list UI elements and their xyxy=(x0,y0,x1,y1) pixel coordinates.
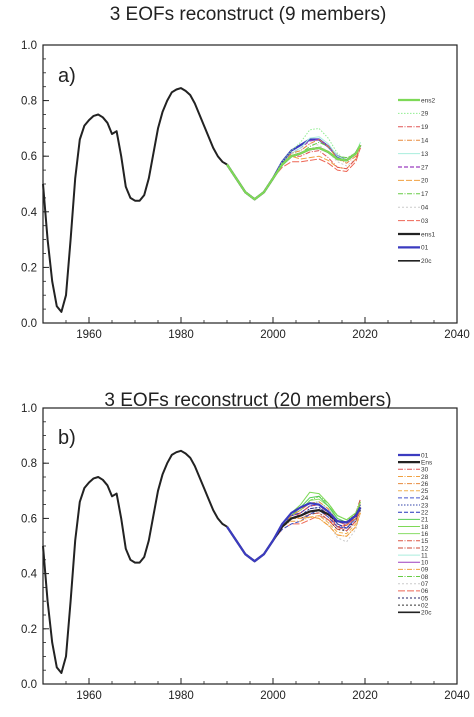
y-tick-label: 0.2 xyxy=(21,262,37,274)
x-tick-label: 2020 xyxy=(352,690,378,702)
x-axis-ticks-a: 1960 1980 2000 2020 2040 xyxy=(42,317,470,341)
legend-label-22: 22 xyxy=(421,510,429,517)
plot-frame-b xyxy=(42,407,458,685)
legend-label-ens2: ens2 xyxy=(421,97,435,104)
legend-label-01: 01 xyxy=(421,452,429,459)
legend-b: 01Ens30282625242322211816151211100908070… xyxy=(398,452,433,617)
y-tick-label: 0.0 xyxy=(21,679,37,691)
series-line-01 xyxy=(226,502,362,563)
y-tick-label: 1.0 xyxy=(21,403,37,415)
historical-line xyxy=(42,449,228,674)
x-tick-label: 2020 xyxy=(352,329,378,341)
y-tick-label: 0.6 xyxy=(21,513,37,525)
legend-label-25: 25 xyxy=(421,488,429,495)
legend-label-30: 30 xyxy=(421,467,429,474)
y-tick-label: 0.8 xyxy=(21,96,37,108)
y-tick-label: 0.2 xyxy=(21,624,37,636)
legend-label-26: 26 xyxy=(421,481,429,488)
legend-label-11: 11 xyxy=(421,552,428,559)
series-group-a xyxy=(42,87,362,313)
legend-label-20c: 20c xyxy=(421,258,432,265)
x-axis-ticks-b: 1960 1980 2000 2020 2040 xyxy=(42,678,470,702)
x-tick-label: 1980 xyxy=(168,329,194,341)
x-tick-label: 2000 xyxy=(260,329,286,341)
y-tick-label: 0.4 xyxy=(21,207,38,219)
historical-line xyxy=(42,87,228,313)
panel-label-b: b) xyxy=(58,427,76,449)
legend-label-04: 04 xyxy=(421,205,429,212)
chart-title-b: 3 EOFs reconstruct (20 members) xyxy=(104,390,391,411)
x-tick-label: 1980 xyxy=(168,690,194,702)
legend-label-21: 21 xyxy=(421,517,429,524)
legend-label-02: 02 xyxy=(421,602,429,609)
legend-label-27: 27 xyxy=(421,164,429,171)
legend-label-16: 16 xyxy=(421,531,429,538)
legend-label-29: 29 xyxy=(421,111,429,118)
legend-label-13: 13 xyxy=(421,151,429,158)
legend-label-24: 24 xyxy=(421,495,429,502)
legend-label-20: 20 xyxy=(421,178,429,185)
chart-title-a: 3 EOFs reconstruct (9 members) xyxy=(110,4,387,25)
legend-label-15: 15 xyxy=(421,538,429,545)
legend-label-23: 23 xyxy=(421,502,429,509)
y-axis-ticks-a: 0.0 0.2 0.4 0.6 0.8 1.0 xyxy=(21,40,49,330)
legend-label-19: 19 xyxy=(421,124,429,131)
legend-label-06: 06 xyxy=(421,588,429,595)
legend-label-01: 01 xyxy=(421,245,429,252)
series-line-ens2 xyxy=(226,144,362,201)
legend-label-07: 07 xyxy=(421,581,429,588)
legend-label-14: 14 xyxy=(421,138,429,145)
chart-panel-a: 3 EOFs reconstruct (9 members) a) 1960 19… xyxy=(21,4,470,341)
legend-label-20c: 20c xyxy=(421,610,432,617)
y-tick-label: 0.6 xyxy=(21,151,37,163)
y-tick-label: 0.8 xyxy=(21,458,37,470)
x-tick-label: 2040 xyxy=(444,690,470,702)
legend-label-10: 10 xyxy=(421,560,429,567)
legend-label-17: 17 xyxy=(421,191,429,198)
chart-panel-b: 3 EOFs reconstruct (20 members) b) 1960 1… xyxy=(21,390,470,702)
y-axis-ticks-b: 0.0 0.2 0.4 0.6 0.8 1.0 xyxy=(21,403,49,691)
legend-label-18: 18 xyxy=(421,524,429,531)
plot-frame-a xyxy=(42,44,458,324)
x-tick-label: 1960 xyxy=(76,690,102,702)
legend-label-28: 28 xyxy=(421,474,429,481)
series-group-b xyxy=(42,449,362,674)
y-tick-label: 1.0 xyxy=(21,40,37,52)
legend-label-Ens: Ens xyxy=(421,459,433,466)
legend-label-05: 05 xyxy=(421,595,429,602)
legend-label-08: 08 xyxy=(421,574,429,581)
legend-label-12: 12 xyxy=(421,545,429,552)
y-tick-label: 0.4 xyxy=(21,569,38,581)
legend-a: ens2 29 19 14 13 27 20 17 04 03 ens1 01 20c xyxy=(398,97,435,265)
legend-label-03: 03 xyxy=(421,218,429,225)
panel-label-a: a) xyxy=(58,65,76,87)
legend-label-ens1: ens1 xyxy=(421,231,435,238)
x-tick-label: 2000 xyxy=(260,690,286,702)
x-tick-label: 2040 xyxy=(444,329,470,341)
x-tick-label: 1960 xyxy=(76,329,102,341)
legend-label-09: 09 xyxy=(421,567,429,574)
y-tick-label: 0.0 xyxy=(21,318,37,330)
